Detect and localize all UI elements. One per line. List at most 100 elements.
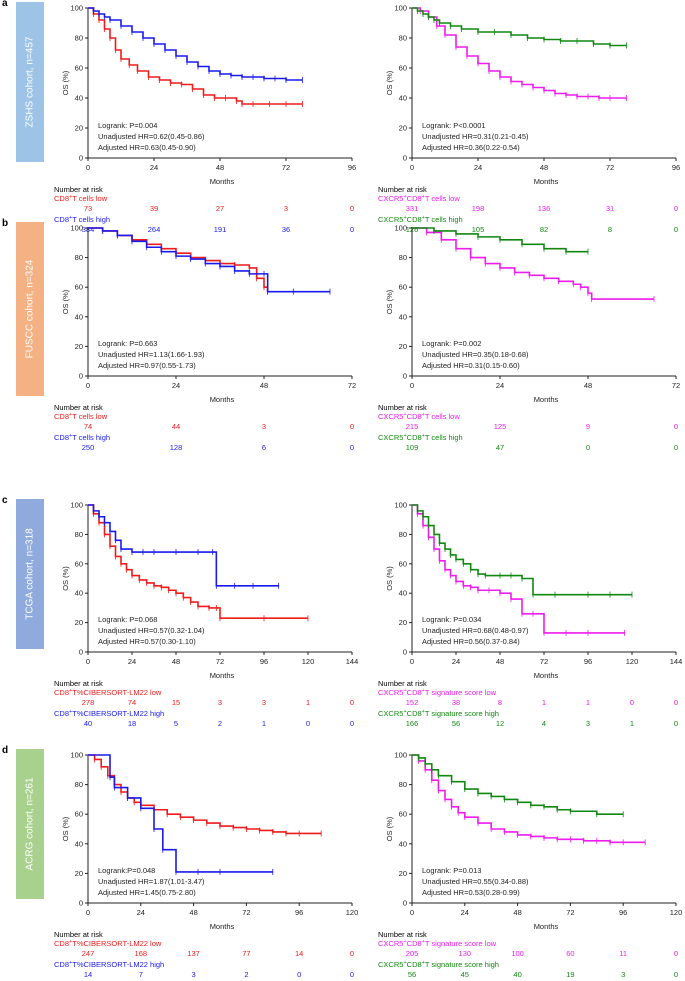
y-tick-label: 40 bbox=[399, 94, 407, 103]
risk-count: 0 bbox=[674, 970, 678, 979]
label-part: T%CIBERSORT-LM22 low bbox=[72, 688, 162, 697]
label-part: CD8 bbox=[54, 215, 69, 224]
label-superscript: + bbox=[69, 688, 72, 694]
risk-count: 0 bbox=[350, 970, 354, 979]
y-tick-label: 20 bbox=[75, 124, 83, 133]
x-tick-label: 0 bbox=[410, 163, 414, 172]
y-tick-label: 100 bbox=[70, 751, 83, 760]
panel-letter: b bbox=[2, 218, 8, 229]
risk-count: 74 bbox=[128, 698, 136, 707]
stats-annotation: Logrank: P=0.663 bbox=[98, 339, 157, 348]
label-part: CXCR5 bbox=[378, 433, 403, 442]
x-tick-label: 72 bbox=[606, 163, 614, 172]
risk-count: 11 bbox=[619, 949, 627, 958]
survival-curve bbox=[88, 504, 279, 587]
risk-count: 3 bbox=[262, 698, 266, 707]
risk-count: 0 bbox=[350, 719, 354, 728]
x-tick-label: 0 bbox=[410, 908, 414, 917]
y-tick-label: 60 bbox=[399, 283, 407, 292]
stats-annotation: Unadjusted HR=1.87(1.01-3.47) bbox=[98, 877, 205, 886]
y-tick-label: 60 bbox=[399, 810, 407, 819]
risk-series-label: CXCR5+CD8+T signature score high bbox=[378, 709, 499, 718]
stats-annotation: Adjusted HR=0.97(0.55-1.73) bbox=[98, 361, 196, 370]
label-superscript: + bbox=[422, 215, 425, 221]
y-tick-label: 40 bbox=[75, 94, 83, 103]
stats-annotation: Adjusted HR=1.45(0.75-2.80) bbox=[98, 888, 196, 897]
risk-count: 45 bbox=[461, 970, 469, 979]
risk-count: 0 bbox=[674, 422, 678, 431]
risk-header: Number at risk bbox=[378, 403, 427, 412]
y-tick-label: 60 bbox=[399, 559, 407, 568]
risk-count: 3 bbox=[262, 422, 266, 431]
risk-count: 3 bbox=[586, 719, 590, 728]
risk-series-label: CXCR5+CD8+T signature score low bbox=[378, 688, 497, 697]
risk-header: Number at risk bbox=[54, 403, 103, 412]
risk-count: 0 bbox=[297, 970, 301, 979]
y-axis-title: OS (%) bbox=[61, 816, 70, 841]
survival-curve bbox=[412, 227, 654, 300]
risk-count: 1 bbox=[306, 698, 310, 707]
label-superscript: + bbox=[422, 194, 425, 200]
stats-annotation: Adjusted HR=0.57(0.30-1.10) bbox=[98, 637, 196, 646]
x-tick-label: 48 bbox=[216, 163, 224, 172]
risk-count: 136 bbox=[538, 204, 551, 213]
y-tick-label: 80 bbox=[75, 780, 83, 789]
risk-count: 0 bbox=[350, 204, 354, 213]
x-tick-label: 48 bbox=[172, 657, 180, 666]
label-part: CD8 bbox=[54, 433, 69, 442]
risk-count: 198 bbox=[472, 204, 485, 213]
label-part: CD8 bbox=[407, 412, 422, 421]
x-tick-label: 48 bbox=[513, 908, 521, 917]
risk-count: 56 bbox=[408, 970, 416, 979]
label-part: T%CIBERSORT-LM22 high bbox=[72, 960, 164, 969]
risk-count: 77 bbox=[242, 949, 250, 958]
x-tick-label: 144 bbox=[346, 657, 359, 666]
label-superscript: + bbox=[403, 688, 406, 694]
label-part: T signature score low bbox=[425, 688, 497, 697]
x-tick-label: 72 bbox=[540, 657, 548, 666]
y-tick-label: 100 bbox=[394, 224, 407, 233]
label-superscript: + bbox=[69, 433, 72, 439]
cohort-label: ZSHS cohort, n=457 bbox=[25, 36, 36, 127]
label-part: T%CIBERSORT-LM22 low bbox=[72, 939, 162, 948]
risk-count: 9 bbox=[586, 422, 590, 431]
x-tick-label: 144 bbox=[670, 657, 683, 666]
risk-count: 168 bbox=[135, 949, 148, 958]
y-tick-label: 100 bbox=[70, 224, 83, 233]
y-tick-label: 0 bbox=[403, 372, 407, 381]
x-tick-label: 96 bbox=[295, 908, 303, 917]
x-tick-label: 96 bbox=[672, 163, 680, 172]
x-tick-label: 24 bbox=[172, 381, 180, 390]
y-tick-label: 100 bbox=[70, 501, 83, 510]
stats-annotation: Unadjusted HR=0.57(0.32-1.04) bbox=[98, 626, 205, 635]
y-tick-label: 0 bbox=[403, 648, 407, 657]
risk-series-label: CD8+T%CIBERSORT-LM22 low bbox=[54, 688, 162, 697]
stats-annotation: Logrank: P=0.068 bbox=[98, 615, 157, 624]
x-tick-label: 48 bbox=[496, 657, 504, 666]
stats-annotation: Adjusted HR=0.63(0.45-0.90) bbox=[98, 143, 196, 152]
y-tick-label: 80 bbox=[75, 34, 83, 43]
risk-header: Number at risk bbox=[378, 185, 427, 194]
y-tick-label: 40 bbox=[399, 312, 407, 321]
label-superscript: + bbox=[403, 709, 406, 715]
risk-count: 105 bbox=[472, 225, 485, 234]
x-axis-title: Months bbox=[210, 922, 235, 931]
risk-header: Number at risk bbox=[54, 679, 103, 688]
risk-count: 40 bbox=[513, 970, 521, 979]
x-tick-label: 96 bbox=[584, 657, 592, 666]
label-part: CD8 bbox=[407, 433, 422, 442]
label-part: CD8 bbox=[54, 939, 69, 948]
x-axis-title: Months bbox=[534, 671, 559, 680]
risk-count: 0 bbox=[350, 698, 354, 707]
x-axis-title: Months bbox=[534, 922, 559, 931]
y-tick-label: 100 bbox=[394, 751, 407, 760]
x-axis-title: Months bbox=[534, 177, 559, 186]
risk-count: 3 bbox=[621, 970, 625, 979]
risk-count: 128 bbox=[170, 443, 183, 452]
cohort-bar bbox=[16, 749, 44, 899]
cohort-label: ACRG cohort, n=261 bbox=[25, 777, 36, 871]
risk-count: 125 bbox=[494, 422, 507, 431]
